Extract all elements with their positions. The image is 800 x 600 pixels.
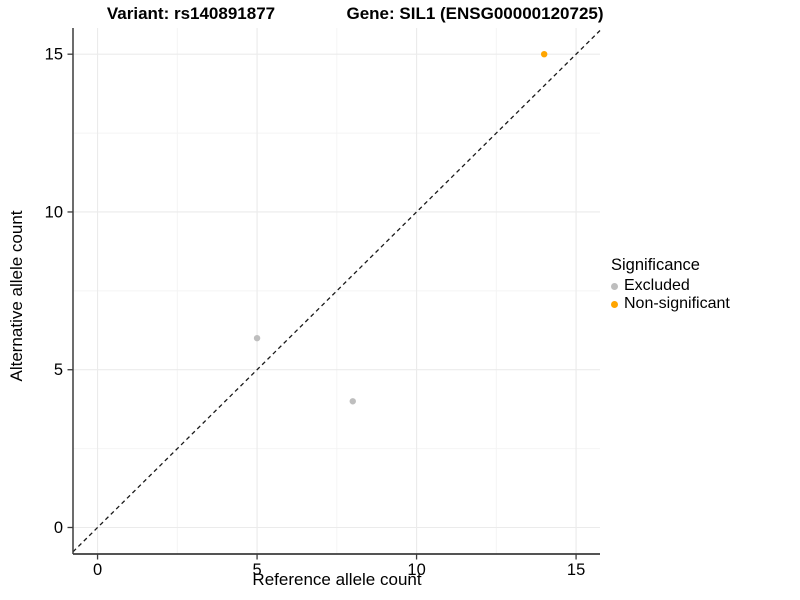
scatter-point-excluded: [349, 398, 356, 405]
legend-key-dot: [611, 300, 618, 308]
legend-label: Excluded: [624, 277, 690, 294]
plot-title-variant: Variant: rs140891877: [106, 4, 276, 23]
x-tick-label: 5: [252, 561, 261, 579]
plot-title-gene: Gene: SIL1 (ENSG00000120725): [346, 4, 604, 23]
y-tick-label: 10: [45, 203, 63, 221]
y-tick-label: 0: [54, 519, 63, 537]
y-tick-label: 15: [45, 46, 63, 64]
legend-item-excluded: Excluded: [611, 277, 730, 295]
x-tick-label: 0: [93, 561, 102, 579]
x-axis-title: Reference allele count: [252, 570, 422, 589]
legend-item-non-significant: Non-significant: [611, 295, 730, 313]
legend-label: Non-significant: [624, 295, 730, 312]
legend-key-dot: [611, 282, 618, 290]
scatter-point-excluded: [253, 334, 261, 342]
identity-reference-line: [72, 30, 601, 553]
scatter-point-non-significant: [540, 50, 548, 58]
x-tick-label: 15: [567, 561, 585, 579]
legend: Significance Excluded Non-significant: [611, 254, 730, 313]
x-tick-label: 10: [407, 561, 425, 579]
y-tick-label: 5: [54, 361, 63, 379]
y-axis-title: Alternative allele count: [7, 210, 26, 382]
legend-items: Excluded Non-significant: [611, 277, 730, 313]
legend-title: Significance: [611, 256, 700, 274]
